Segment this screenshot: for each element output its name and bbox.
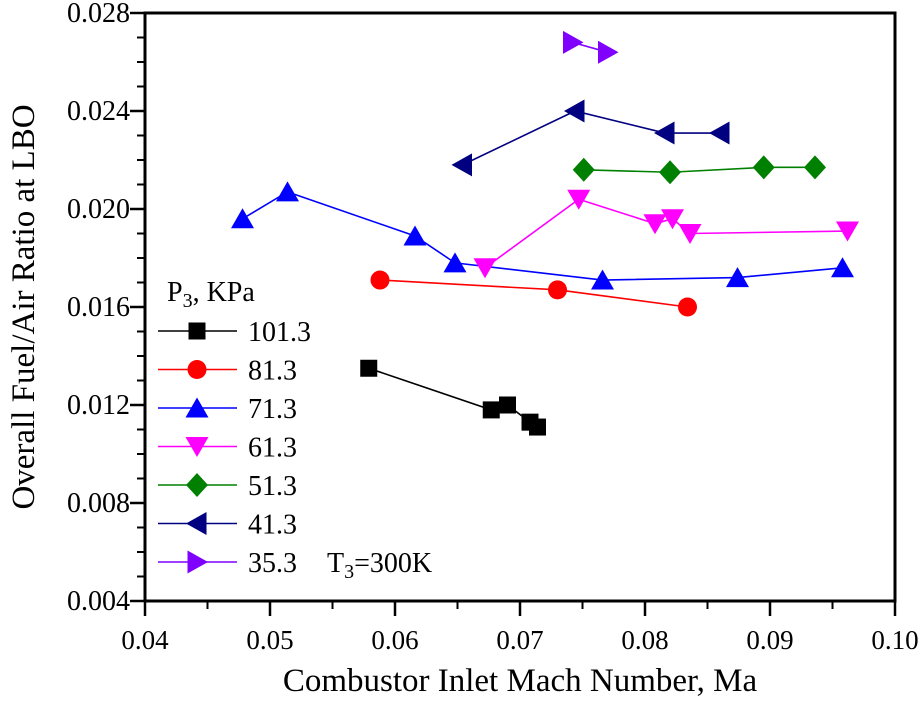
data-point-61.3 — [678, 224, 702, 244]
series-line-61.3 — [484, 198, 848, 269]
x-axis-title: Combustor Inlet Mach Number, Ma — [283, 663, 758, 699]
legend-entry-101.3: 101.3 — [158, 317, 311, 348]
x-tick-label: 0.08 — [621, 625, 668, 655]
legend-marker-diamond — [186, 473, 208, 497]
series-41.3 — [451, 99, 730, 177]
legend-label: 51.3 — [248, 471, 297, 502]
data-point-41.3 — [451, 153, 472, 177]
y-tick-label: 0.016 — [67, 292, 130, 323]
series-101.3 — [360, 359, 546, 436]
y-tick-label: 0.028 — [67, 0, 130, 29]
legend-entry-61.3: 61.3 — [158, 433, 297, 464]
legend-label: 81.3 — [248, 356, 297, 387]
data-point-41.3 — [654, 121, 675, 145]
data-point-101.3 — [529, 418, 546, 436]
data-point-61.3 — [836, 221, 859, 242]
data-point-71.3 — [403, 225, 427, 246]
legend-entry-35.3: 35.3 T3​=300K — [158, 548, 432, 583]
x-tick-label: 0.09 — [746, 625, 793, 655]
y-axis-title: Overall Fuel/Air Ratio at LBO — [6, 104, 42, 509]
legend-note: T3​=300K — [327, 548, 432, 583]
legend-label: 41.3 — [248, 510, 297, 541]
x-tick-label: 0.10 — [871, 625, 918, 655]
y-tick-label: 0.008 — [67, 488, 130, 519]
legend-marker-triangle-right — [187, 550, 208, 574]
data-point-71.3 — [831, 257, 854, 278]
data-point-51.3 — [572, 157, 595, 182]
data-point-61.3 — [567, 189, 591, 210]
y-tick-label: 0.012 — [67, 390, 130, 421]
y-axis: 0.004 0.008 0.012 0.016 0.020 0.024 0.028 — [67, 0, 145, 617]
y-tick-label: 0.004 — [67, 586, 130, 617]
data-point-61.3 — [643, 214, 667, 235]
data-point-61.3 — [661, 209, 684, 230]
legend-marker-triangle-left — [186, 512, 207, 535]
x-tick-label: 0.05 — [246, 625, 293, 655]
series-61.3 — [473, 189, 859, 279]
data-point-101.3 — [360, 359, 378, 377]
data-point-71.3 — [591, 269, 614, 290]
data-point-61.3 — [473, 258, 497, 279]
x-tick-label: 0.04 — [121, 625, 169, 655]
series-line-41.3 — [462, 110, 720, 166]
data-point-101.3 — [482, 401, 500, 419]
data-point-71.3 — [726, 267, 749, 288]
legend-entry-51.3: 51.3 — [158, 471, 297, 502]
data-point-51.3 — [752, 155, 775, 180]
legend-label: 35.3 — [248, 548, 297, 579]
legend-entry-81.3: 81.3 — [158, 356, 297, 387]
data-point-71.3 — [276, 181, 299, 202]
legend-title: P3​, KPa — [167, 277, 255, 312]
legend-label: 61.3 — [248, 433, 297, 464]
legend-marker-square — [188, 322, 206, 340]
data-point-41.3 — [709, 121, 730, 145]
legend-marker-triangle-down — [185, 437, 209, 457]
data-point-51.3 — [659, 160, 681, 185]
data-point-41.3 — [564, 99, 585, 123]
legend-entry-71.3: 71.3 — [158, 394, 297, 425]
x-tick-label: 0.06 — [371, 625, 418, 655]
data-point-35.3 — [563, 30, 584, 54]
data-point-101.3 — [499, 396, 516, 414]
x-tick-label: 0.07 — [496, 625, 543, 655]
data-point-81.3 — [678, 297, 697, 317]
y-tick-label: 0.020 — [67, 194, 130, 225]
series-line-51.3 — [583, 166, 815, 174]
series-71.3 — [231, 181, 854, 290]
data-point-81.3 — [370, 270, 390, 290]
legend-marker-triangle-up — [185, 397, 209, 418]
legend-marker-circle — [187, 360, 207, 379]
data-point-35.3 — [598, 40, 619, 64]
series-35.3 — [563, 30, 619, 64]
data-point-81.3 — [548, 280, 567, 300]
data-point-51.3 — [804, 155, 826, 180]
legend-label: 71.3 — [248, 394, 297, 425]
legend-entry-41.3: 41.3 — [158, 510, 297, 541]
series-81.3 — [370, 270, 697, 317]
data-point-71.3 — [443, 252, 467, 273]
x-axis: 0.04 0.05 0.06 0.07 0.08 0.09 0.10 — [121, 601, 919, 655]
legend-label: 101.3 — [248, 317, 311, 348]
series-51.3 — [572, 155, 826, 185]
legend: P3​, KPa 101.3 81.3 71.3 61.3 51.3 41.3 35.3 T3​… — [158, 277, 432, 583]
data-point-71.3 — [231, 208, 254, 229]
y-tick-label: 0.024 — [67, 96, 130, 127]
